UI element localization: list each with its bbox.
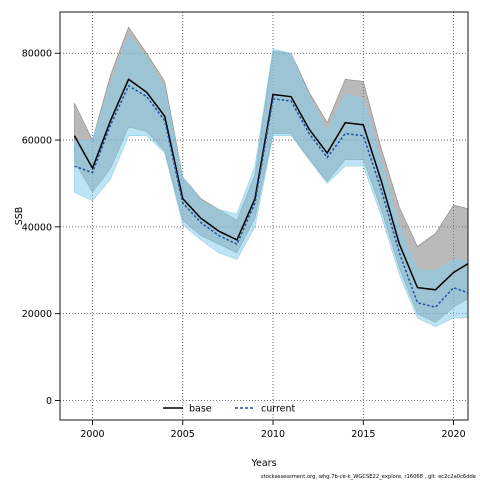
legend-label-base: base — [189, 404, 212, 415]
x-tick-label: 2005 — [171, 429, 195, 440]
y-tick-label: 60000 — [22, 136, 52, 147]
series-lines — [73, 78, 468, 308]
line-base — [73, 78, 468, 291]
y-tick-label: 40000 — [22, 222, 52, 233]
confidence-bands — [74, 26, 468, 328]
legend-label-current: current — [261, 404, 296, 415]
x-tick-label: 2010 — [261, 429, 285, 440]
legend: base current — [163, 404, 296, 415]
x-axis-label: Years — [250, 458, 276, 469]
y-axis-label: SSB — [14, 207, 25, 226]
plot-frame — [59, 11, 469, 421]
line-current — [74, 84, 468, 308]
band-current — [74, 35, 468, 328]
x-tick-label: 2000 — [80, 429, 104, 440]
y-tick-label: 80000 — [22, 49, 52, 60]
y-tick-label: 0 — [46, 396, 52, 407]
y-tick-label: 20000 — [22, 309, 52, 320]
axes: 2000 2005 2010 2015 2020 0 20000 40000 60000 8000… — [22, 49, 466, 440]
x-tick-label: 2015 — [351, 429, 375, 440]
footer-note: stockassessment.org, whg.7b-ce-k_WGCSE22… — [261, 474, 476, 480]
x-tick-label: 2020 — [441, 429, 465, 440]
